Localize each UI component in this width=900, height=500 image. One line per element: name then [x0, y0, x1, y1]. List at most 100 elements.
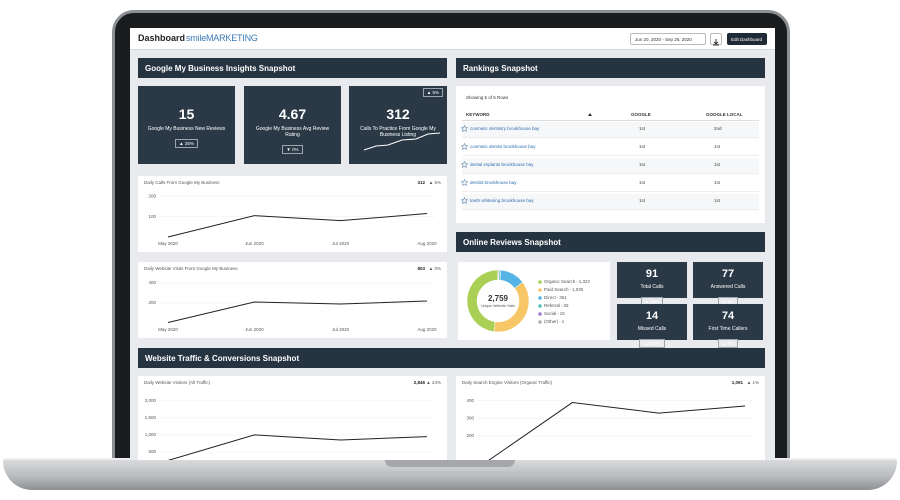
kpi-card: 4.67 Google My Business Avg Review Rating…	[244, 86, 341, 164]
column-header: GOOGLE LOCAL	[706, 112, 743, 117]
line-chart: Daily Calls From Google My Business ▲ 5% 3…	[144, 180, 441, 246]
edit-dashboard-button[interactable]: Edit Dashboard	[727, 33, 767, 45]
row-stripe	[462, 158, 759, 174]
chart-total: 1,091	[732, 380, 744, 385]
rankings-panel: Showing 5 of 5 Rows KEYWORD GOOGLE GOOGLE …	[456, 86, 765, 223]
kpi-label: Google My Business New Reviews	[147, 126, 226, 132]
kpi-card: 91 Total Calls ▲ 25%	[617, 262, 687, 306]
kpi-change: ▲ 25%	[175, 139, 198, 148]
legend-value: 15	[560, 311, 566, 316]
donut-total-label: Unique Website Visits	[481, 304, 515, 308]
star-shape	[461, 161, 468, 168]
star-icon[interactable]	[461, 125, 468, 132]
legend-swatch	[538, 288, 542, 292]
kpi-label: Answered Calls	[710, 284, 746, 290]
x-tick-label: May 2020	[158, 241, 178, 246]
chart-title: Daily Search Engine Visitors (Organic Tr…	[462, 380, 553, 385]
kpi-value: 15	[178, 106, 195, 122]
column-header: KEYWORD	[466, 112, 490, 117]
star-shape	[461, 197, 468, 204]
row-rule	[462, 173, 759, 174]
legend-separator: -	[561, 303, 563, 308]
legend-label: Social-15	[544, 311, 565, 316]
kpi-value: 4.67	[278, 106, 307, 122]
kpi-change: ▲ 5%	[422, 88, 443, 97]
sort-icon	[588, 113, 592, 116]
star-icon[interactable]	[461, 197, 468, 204]
row-rule	[462, 137, 759, 138]
legend-separator: -	[559, 319, 561, 324]
chart-panel: Daily Calls From Google My Business ▲ 5% 3…	[138, 176, 447, 252]
chart-change: ▲ 24%	[426, 380, 441, 385]
star-icon[interactable]	[461, 143, 468, 150]
legend-label: Paid Search-1,035	[544, 287, 584, 292]
section-header: Rankings Snapshot	[456, 58, 765, 78]
keyword-link: dental implants brookhouse bay	[470, 162, 534, 167]
section-header: Google My Business Insights Snapshot	[138, 58, 447, 78]
row-stripe	[462, 194, 759, 210]
top-bar: Dashboard smileMARKETING Jun 20, 2020 - …	[130, 28, 775, 50]
kpi-label: Google My Business Avg Review Rating	[255, 126, 330, 138]
keyword-link: cosmetic dentist brookhouse bay	[470, 144, 536, 149]
kpi-label: Total Calls	[640, 284, 664, 290]
kpi-card: 312 Calls To Practice From Google My Busi…	[349, 86, 447, 164]
rank-cell: 1st	[639, 126, 646, 131]
section-header: Online Reviews Snapshot	[456, 232, 765, 252]
x-tick-label: Aug 2020	[417, 327, 437, 332]
chart-total: 803	[417, 266, 425, 271]
legend-separator: -	[557, 295, 559, 300]
x-tick-label: Jul 2020	[332, 327, 350, 332]
kpi-value: 312	[386, 106, 410, 122]
chart-change: ▲ 1%	[747, 380, 759, 385]
x-tick-label: Jul 2020	[332, 241, 350, 246]
kpi-label: First Time Callers	[708, 326, 748, 332]
logo: smileMARKETING	[186, 33, 258, 43]
row-rule	[462, 155, 759, 156]
page-title: Dashboard	[138, 33, 186, 43]
legend-separator: -	[557, 311, 559, 316]
section-header: Website Traffic & Conversions Snapshot	[138, 348, 765, 368]
kpi-value: 74	[721, 310, 735, 322]
download-icon	[713, 39, 719, 46]
row-rule	[462, 209, 759, 210]
kpi-value: 14	[645, 310, 659, 322]
y-tick-label: 1,000	[145, 432, 157, 437]
legend-name: (Other)	[544, 319, 559, 324]
row-rule	[462, 191, 759, 192]
line-chart: Daily Search Engine Visitors (Organic Tr…	[462, 380, 759, 460]
download-button[interactable]	[710, 33, 722, 46]
chart-title: Daily Calls From Google My Business	[144, 180, 220, 185]
chart-total: 2,846	[414, 380, 426, 385]
y-tick-label: 2,000	[145, 398, 157, 403]
legend-label: Direct-361	[544, 295, 567, 300]
data-line	[167, 300, 428, 323]
column-header: GOOGLE	[631, 112, 651, 117]
star-shape	[461, 179, 468, 186]
star-icon[interactable]	[461, 161, 468, 168]
y-tick-label: 1,500	[145, 415, 157, 420]
chart-total: 312	[417, 180, 425, 185]
kpi-label: Calls To Practice From Google My Busines…	[360, 126, 436, 138]
keyword-link: cosmetic dentistry brookhouse bay	[470, 126, 540, 131]
date-range-button[interactable]: Jun 20, 2020 - Sep 26, 2020	[630, 33, 706, 45]
y-tick-label: 400	[466, 398, 474, 403]
legend-name: Paid Search	[544, 287, 569, 292]
keyword-link: teeth whitening brookhouse bay	[470, 198, 534, 203]
chart-title: Daily Website Visits From Google My Busi…	[144, 266, 238, 271]
kpi-card: 74 First Time Callers ▲ 0%	[693, 304, 763, 348]
rank-cell: 1st	[639, 144, 646, 149]
line-chart: Daily Website Visitors (All Traffic) ▲ 24…	[144, 380, 441, 460]
rank-cell: 1st	[639, 180, 646, 185]
legend-value: 1,322	[579, 279, 591, 284]
kpi-card: 77 Answered Calls ▲ 0%	[693, 262, 763, 306]
data-line	[167, 213, 428, 238]
star-shape	[461, 143, 468, 150]
star-shape	[461, 125, 468, 132]
legend-value: 25	[564, 303, 570, 308]
laptop-notch	[385, 460, 515, 467]
kpi-card: 14 Missed Calls ▲ 100%	[617, 304, 687, 348]
star-icon[interactable]	[461, 179, 468, 186]
legend-value: 1	[562, 319, 565, 324]
rank-cell: 1st	[714, 144, 721, 149]
